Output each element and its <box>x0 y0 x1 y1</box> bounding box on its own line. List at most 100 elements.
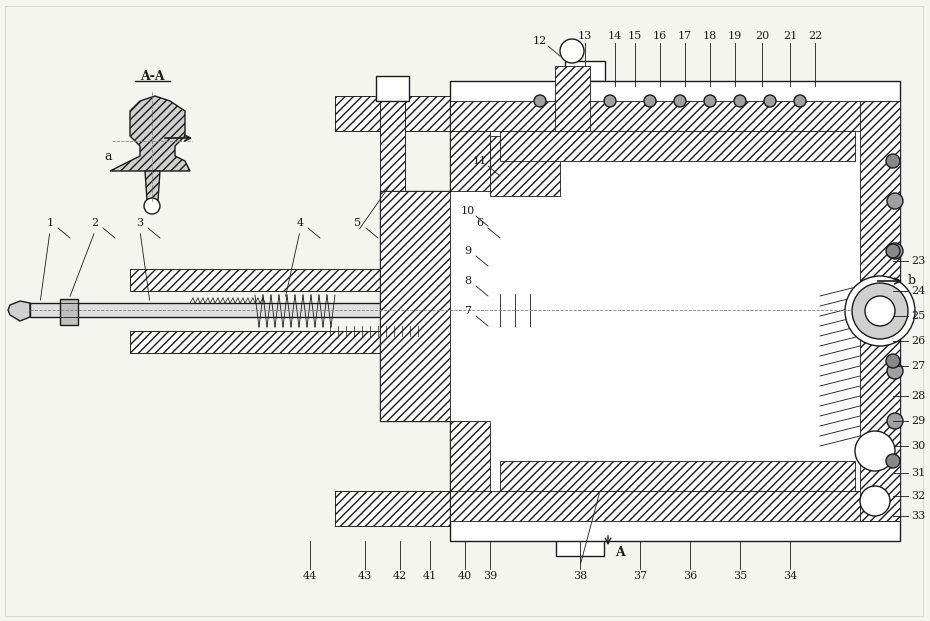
Bar <box>490 338 820 358</box>
Text: a: a <box>104 150 112 163</box>
Text: 12: 12 <box>533 36 547 46</box>
Bar <box>500 141 600 211</box>
Circle shape <box>560 39 584 63</box>
Circle shape <box>794 95 806 107</box>
Text: 28: 28 <box>910 391 925 401</box>
Circle shape <box>644 95 656 107</box>
Bar <box>130 331 450 353</box>
Circle shape <box>564 95 576 107</box>
Bar <box>490 326 820 338</box>
Bar <box>840 271 900 341</box>
Text: 32: 32 <box>910 491 925 501</box>
Bar <box>30 303 430 317</box>
Polygon shape <box>555 66 590 131</box>
Text: 13: 13 <box>578 31 592 41</box>
Bar <box>638 301 642 319</box>
Circle shape <box>845 276 915 346</box>
Circle shape <box>604 95 616 107</box>
Bar <box>490 136 570 181</box>
Bar <box>376 76 409 101</box>
Text: A-A: A-A <box>140 70 165 83</box>
Polygon shape <box>145 171 160 201</box>
Bar <box>490 393 840 401</box>
Bar <box>487 297 493 323</box>
Text: A: A <box>615 546 625 560</box>
Circle shape <box>860 486 890 516</box>
Bar <box>380 91 405 191</box>
Bar <box>627 291 633 341</box>
Text: 2: 2 <box>91 218 99 228</box>
Polygon shape <box>380 81 900 541</box>
Text: 22: 22 <box>808 31 822 41</box>
Circle shape <box>886 454 900 468</box>
Text: 8: 8 <box>464 276 472 286</box>
Bar <box>335 491 890 526</box>
Text: 1: 1 <box>46 218 54 228</box>
Circle shape <box>704 95 716 107</box>
Polygon shape <box>860 101 900 521</box>
Bar <box>537 291 543 341</box>
Bar <box>565 61 605 81</box>
Bar <box>570 71 600 131</box>
Bar <box>570 71 600 131</box>
Bar <box>500 221 600 351</box>
Bar <box>657 291 663 341</box>
Text: 38: 38 <box>573 571 587 581</box>
Bar <box>490 353 840 361</box>
Bar <box>507 297 513 323</box>
Bar <box>335 96 890 131</box>
Polygon shape <box>500 131 855 161</box>
Text: 33: 33 <box>910 511 925 521</box>
Circle shape <box>886 354 900 368</box>
Bar <box>335 96 890 131</box>
Polygon shape <box>490 136 560 196</box>
Text: 34: 34 <box>783 571 797 581</box>
Text: 9: 9 <box>464 246 472 256</box>
Circle shape <box>887 363 903 379</box>
Bar <box>130 331 450 353</box>
Bar <box>490 294 820 326</box>
Text: 3: 3 <box>137 218 143 228</box>
Bar <box>130 269 450 291</box>
Text: 17: 17 <box>678 31 692 41</box>
Polygon shape <box>110 96 190 171</box>
Bar <box>60 299 78 325</box>
Bar <box>380 91 405 191</box>
Text: 24: 24 <box>910 286 925 296</box>
Bar <box>840 271 900 341</box>
Circle shape <box>887 193 903 209</box>
Bar <box>560 481 600 541</box>
Text: 15: 15 <box>628 31 642 41</box>
Circle shape <box>886 154 900 168</box>
Polygon shape <box>8 301 30 321</box>
Text: 11: 11 <box>472 156 487 166</box>
Text: 6: 6 <box>476 218 484 228</box>
Text: 36: 36 <box>683 571 698 581</box>
Text: 5: 5 <box>354 218 362 228</box>
Circle shape <box>865 296 895 326</box>
Text: 10: 10 <box>461 206 475 216</box>
Bar <box>678 301 682 319</box>
Text: 29: 29 <box>910 416 925 426</box>
Circle shape <box>852 283 908 339</box>
Polygon shape <box>500 461 855 491</box>
Text: 30: 30 <box>910 441 925 451</box>
Text: 20: 20 <box>755 31 769 41</box>
Text: 27: 27 <box>911 361 925 371</box>
Text: 44: 44 <box>303 571 317 581</box>
Text: 7: 7 <box>464 306 472 316</box>
Circle shape <box>764 95 776 107</box>
Text: 26: 26 <box>910 336 925 346</box>
Text: 21: 21 <box>783 31 797 41</box>
Bar <box>597 291 603 341</box>
Bar <box>490 136 570 181</box>
Bar <box>567 291 573 341</box>
Circle shape <box>734 95 746 107</box>
Bar <box>507 291 513 341</box>
Bar <box>600 263 640 363</box>
Polygon shape <box>450 491 900 521</box>
Bar <box>490 433 840 441</box>
Bar <box>837 297 843 323</box>
Text: 31: 31 <box>910 468 925 478</box>
Text: 25: 25 <box>910 311 925 321</box>
